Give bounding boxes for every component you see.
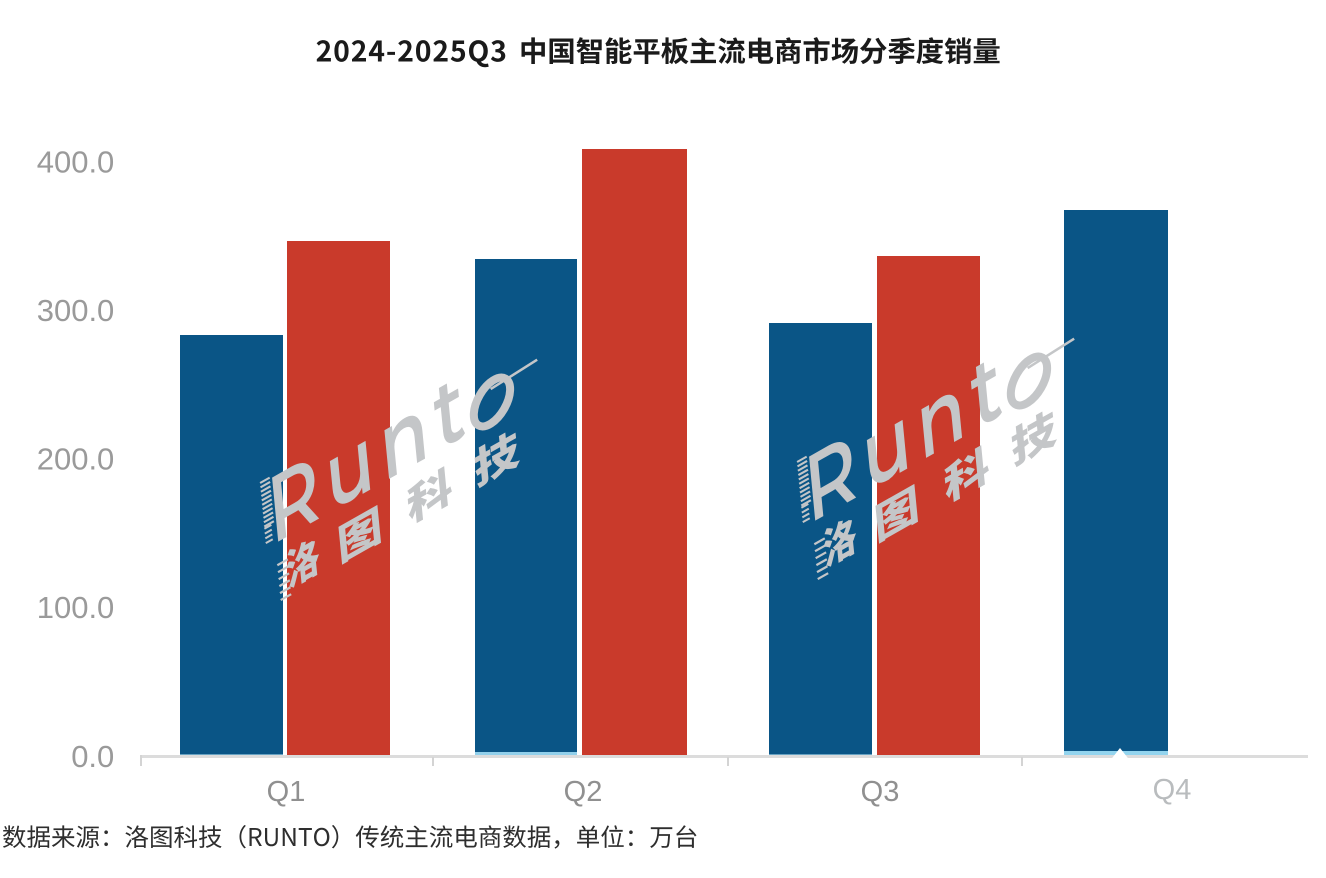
svg-text:200.0: 200.0	[37, 441, 115, 476]
svg-text:Q2: Q2	[564, 776, 603, 808]
svg-text:Q4: Q4	[1153, 774, 1192, 806]
svg-text:400.0: 400.0	[37, 144, 115, 179]
svg-text:100.0: 100.0	[37, 590, 115, 625]
svg-text:Q1: Q1	[267, 776, 306, 808]
svg-text:300.0: 300.0	[37, 293, 115, 328]
svg-text:0.0: 0.0	[71, 739, 114, 774]
svg-text:Q3: Q3	[861, 776, 900, 808]
